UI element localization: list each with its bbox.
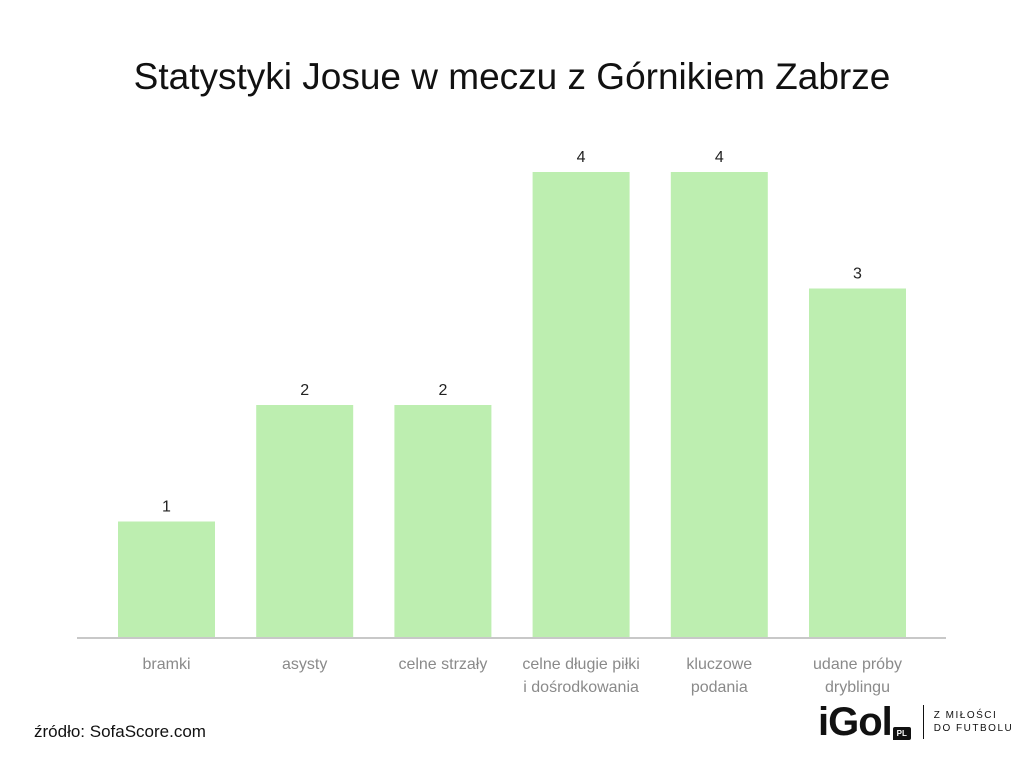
bar-3 xyxy=(532,172,630,638)
logo-tagline-line2: DO FUTBOLU xyxy=(933,723,1014,734)
logo-divider xyxy=(922,705,924,739)
bar-4 xyxy=(670,172,768,638)
category-label-3: celne długie piłki i dośrodkowania xyxy=(522,656,639,696)
logo-tagline-line1: Z MIŁOŚCI xyxy=(933,710,998,721)
chart-title: Statystyki Josue w meczu z Górnikiem Zab… xyxy=(133,56,891,97)
value-label-4: 4 xyxy=(715,149,724,166)
value-label-2: 2 xyxy=(438,382,447,399)
value-label-5: 3 xyxy=(853,266,862,283)
value-label-3: 4 xyxy=(577,149,586,166)
bar-0 xyxy=(118,521,215,638)
igol-logo: iGol PL Z MIŁOŚCI DO FUTBOLU xyxy=(818,700,1013,744)
bar-1 xyxy=(256,405,354,638)
category-labels-group: bramki asysty celne strzały celne długie pi… xyxy=(142,656,901,696)
bar-2 xyxy=(394,405,492,638)
category-label-0: bramki xyxy=(142,656,190,673)
category-label-1: asysty xyxy=(282,656,327,673)
category-label-2: celne strzały xyxy=(398,656,487,673)
source-note: źródło: SofaScore.com xyxy=(34,722,206,741)
logo-badge: PL xyxy=(892,726,911,740)
value-label-0: 1 xyxy=(162,499,171,516)
bar-5 xyxy=(809,288,906,638)
value-labels-group: 1 2 2 4 4 3 xyxy=(162,149,862,516)
bars-group xyxy=(118,172,906,638)
logo-wordmark: iGol xyxy=(818,700,893,744)
category-label-4: kluczowe podania xyxy=(686,656,752,696)
logo-tagline: Z MIŁOŚCI DO FUTBOLU xyxy=(934,709,1013,735)
value-label-1: 2 xyxy=(300,382,309,399)
category-label-5: udane próby dryblingu xyxy=(813,656,902,696)
